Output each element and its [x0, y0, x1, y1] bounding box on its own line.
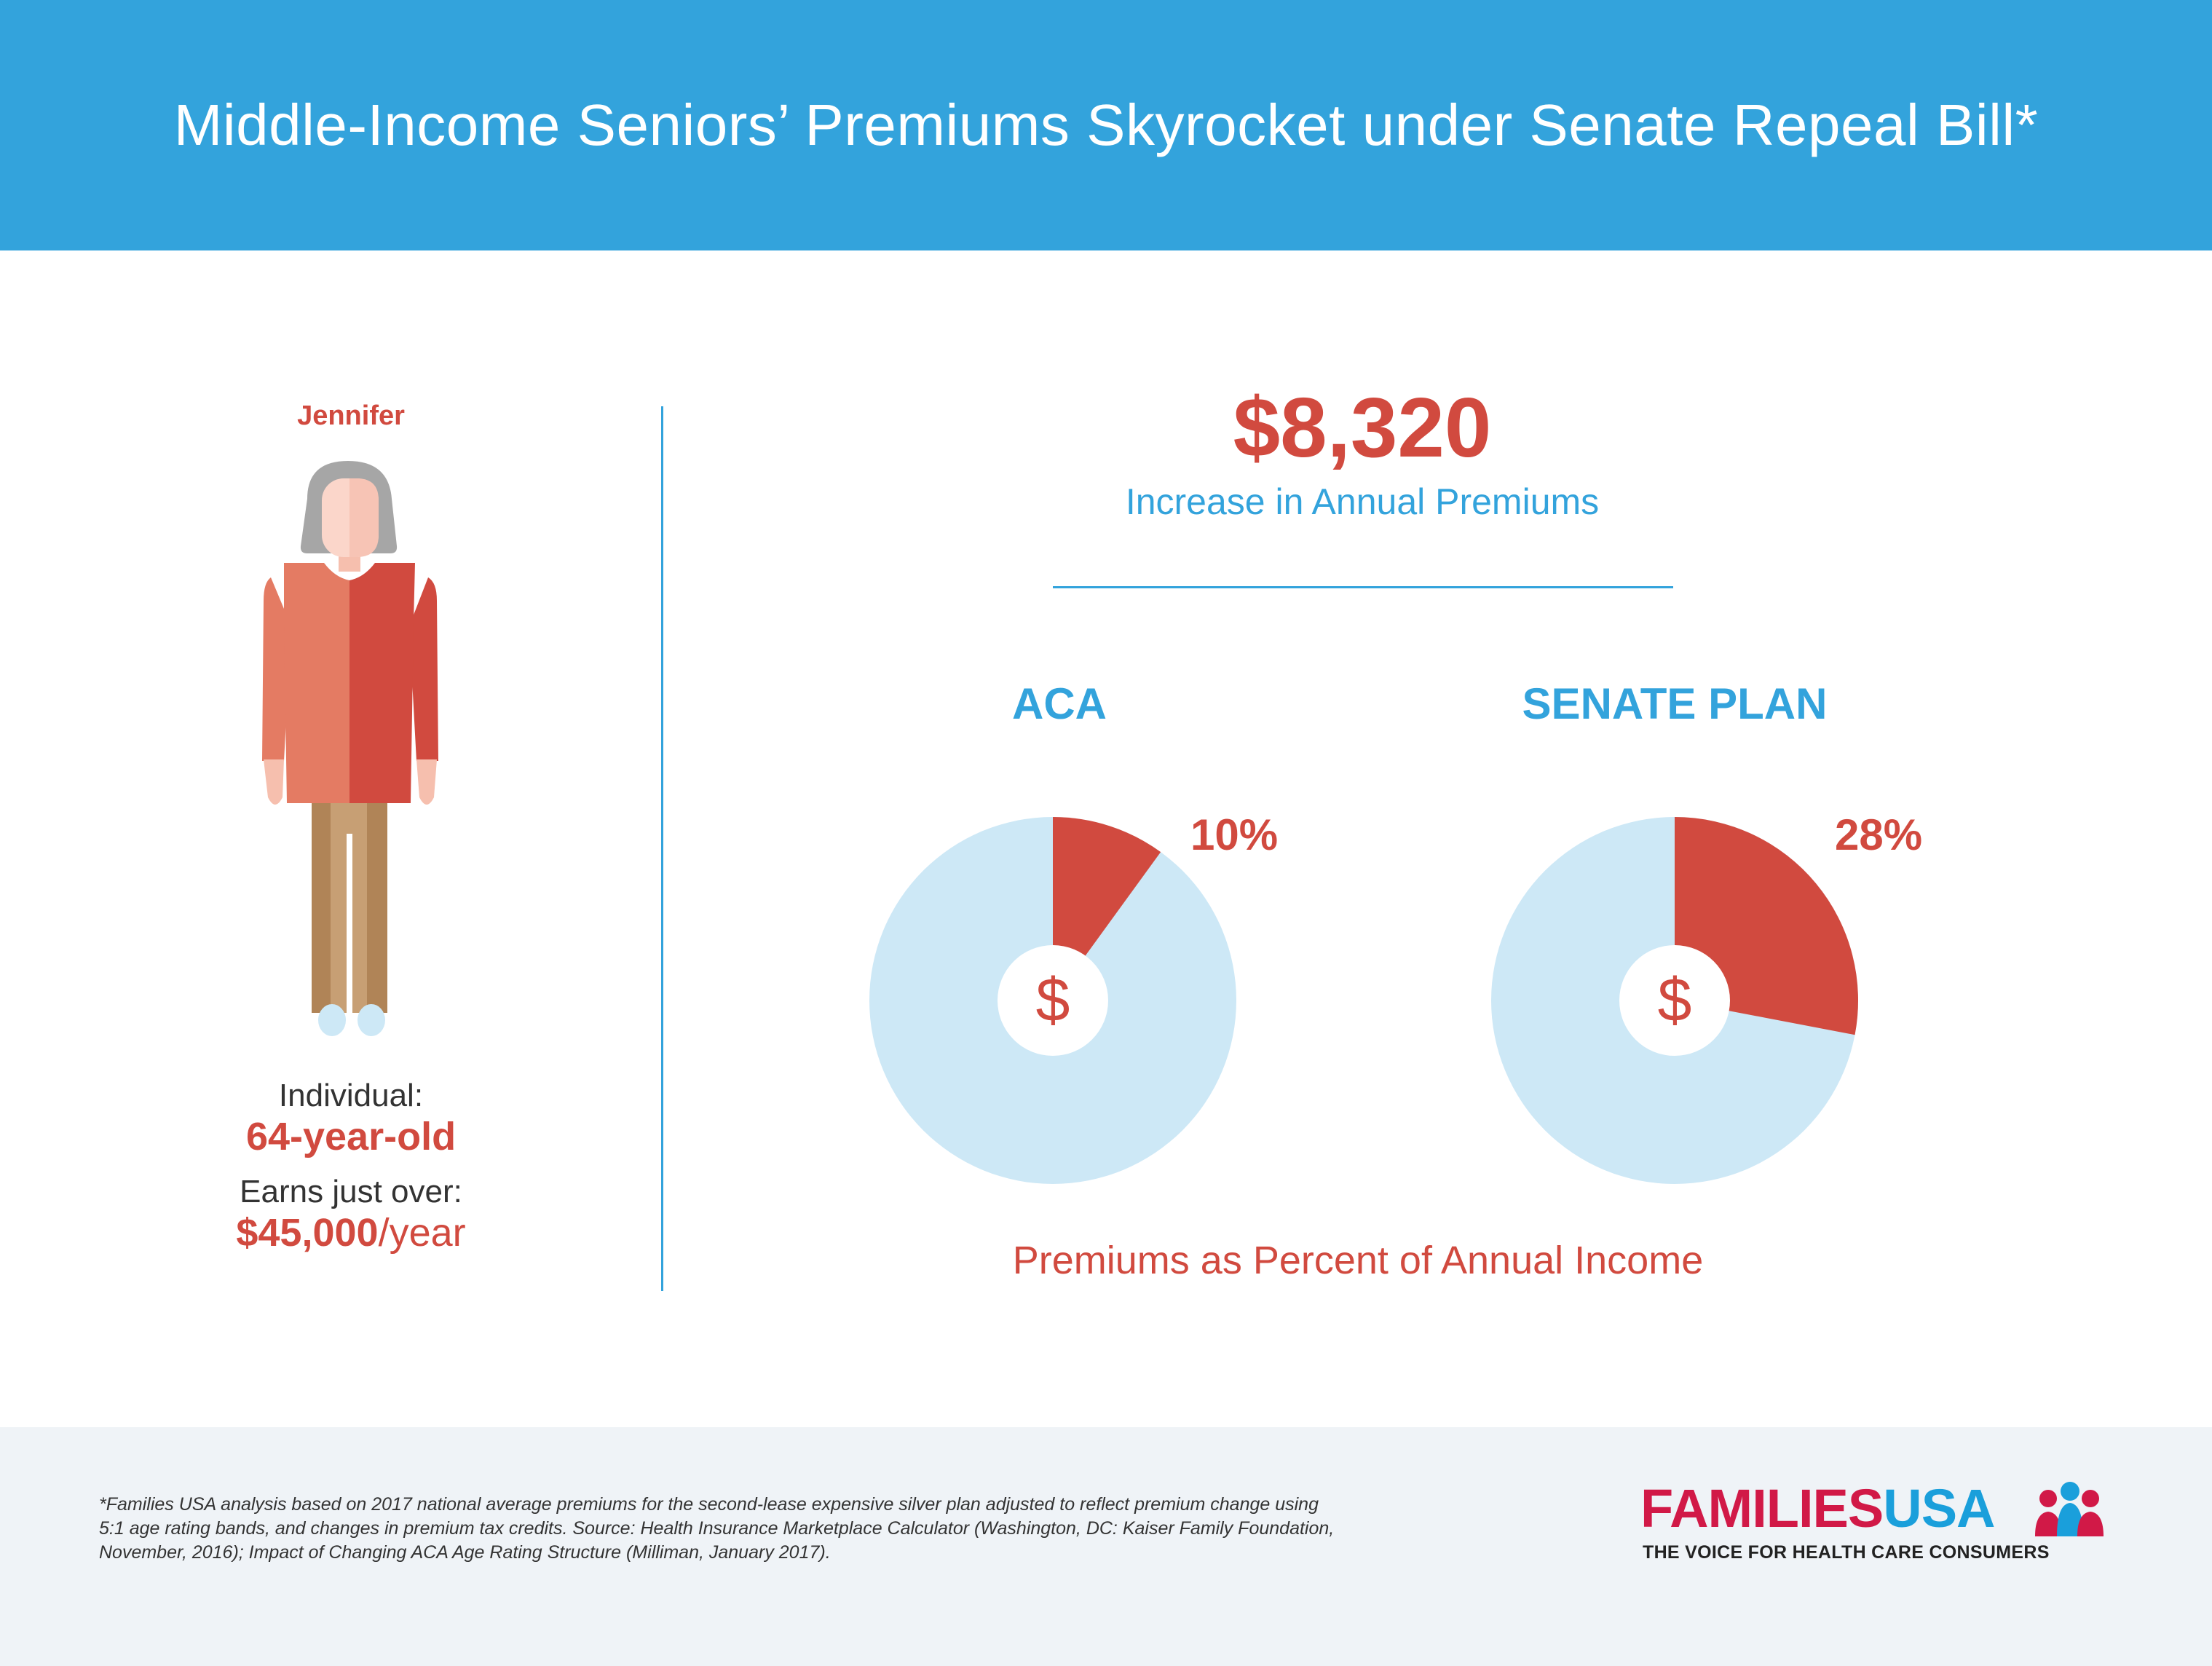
premium-increase-amount: $8,320	[1233, 380, 1492, 475]
pie-senate-dollar-icon: $	[1658, 966, 1692, 1034]
person-shirt	[284, 563, 349, 803]
logo-tagline: THE VOICE FOR HEALTH CARE CONSUMERS	[1643, 1542, 2050, 1563]
pie-aca-dollar-icon: $	[1036, 966, 1070, 1034]
person-shoe-left	[318, 1004, 346, 1036]
pie-title-senate: SENATE PLAN	[1522, 679, 1828, 728]
pie-chart-aca: $	[869, 817, 1236, 1184]
page-title: Middle-Income Seniors’ Premiums Skyrocke…	[173, 92, 2039, 157]
pie-title-aca: ACA	[1012, 679, 1107, 728]
footnote: *Families USA analysis based on 2017 nat…	[99, 1494, 1335, 1563]
vertical-divider	[661, 406, 663, 1291]
header-banner: Middle-Income Seniors’ Premiums Skyrocke…	[0, 0, 2212, 250]
pie-senate-center	[1619, 945, 1730, 1056]
person-type-label: Individual:	[278, 1078, 424, 1113]
chart-caption: Premiums as Percent of Annual Income	[1012, 1239, 1704, 1282]
pie-label-aca: 10%	[1190, 810, 1279, 859]
person-illustration	[262, 461, 438, 1036]
person-income-suffix: /year	[378, 1211, 466, 1255]
person-left-hand	[264, 759, 284, 805]
person-earns-label: Earns just over:	[240, 1174, 462, 1209]
person-right-arm	[409, 577, 438, 761]
logo-usa-text: USA	[1883, 1478, 1995, 1539]
person-shoe-right	[358, 1004, 385, 1036]
person-age: 64-year-old	[245, 1115, 457, 1158]
person-right-hand	[416, 759, 437, 805]
families-usa-logo[interactable]: FAMILIESUSA THE VOICE FOR HEALTH CARE CO…	[1640, 1478, 2106, 1566]
person-name: Jennifer	[297, 400, 405, 431]
person-left-arm	[262, 577, 291, 761]
footer	[0, 1427, 2212, 1666]
premium-increase-caption: Increase in Annual Premiums	[1125, 481, 1600, 522]
logo-people-icon	[2035, 1482, 2104, 1536]
horizontal-divider	[1053, 586, 1673, 588]
logo-families-text: FAMILIES	[1640, 1478, 1884, 1539]
pie-aca-center	[998, 945, 1108, 1056]
logo-wordmark: FAMILIESUSA	[1640, 1478, 1996, 1539]
pie-chart-senate: $	[1491, 817, 1858, 1184]
person-income: $45,000	[236, 1211, 379, 1255]
pie-label-senate: 28%	[1835, 810, 1923, 859]
